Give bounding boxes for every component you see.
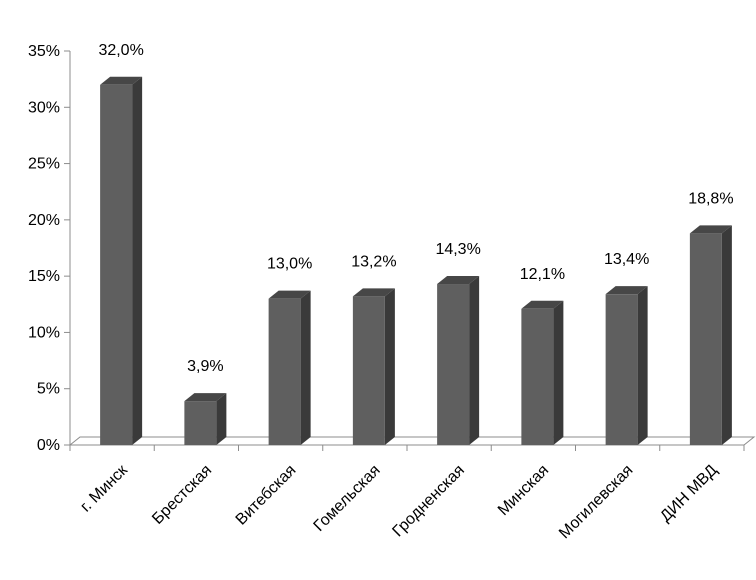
bar [184,393,227,445]
bar-front [352,296,385,445]
bar-front [521,308,554,445]
bar-top [689,225,732,234]
y-tick-label: 0% [37,437,60,454]
y-tick-label: 35% [28,43,60,60]
bar [268,290,311,445]
bar-side [637,286,648,445]
category-label: Брестская [149,462,215,528]
bar-front [100,84,133,446]
bar-front [689,233,722,445]
chart-floor [68,436,756,446]
bar-top [184,393,227,402]
data-label: 32,0% [98,42,143,59]
y-tick-label: 30% [28,99,60,116]
data-label: 18,8% [688,190,733,207]
y-axis-ticks: 0% 5% 10% 15% 20% 25% 30% 35% [28,43,70,454]
data-label: 14,3% [435,241,480,258]
bar-side [300,290,311,445]
y-tick-label: 5% [37,381,60,398]
bar [437,276,480,445]
bar [605,286,648,445]
bar-top [521,300,564,309]
axes [68,51,756,451]
bar-top [268,290,311,299]
data-label: 3,9% [187,358,223,375]
y-tick-label: 15% [28,268,60,285]
data-label: 13,0% [267,256,312,273]
bars [100,76,732,446]
bar-side [721,225,732,445]
bar-front [605,294,638,445]
y-tick-label: 20% [28,212,60,229]
bar [521,300,564,445]
category-label: Гродненская [389,462,468,541]
category-label: ДИН МВД [657,462,721,526]
category-label: Могилевская [556,462,636,542]
bar-top [605,286,648,295]
bar [352,288,395,445]
bar-side [132,76,143,446]
data-labels: 32,0% 3,9% 13,0% 13,2% 14,3% 12,1% 13,4% 18,8% [98,42,733,375]
category-labels: г. Минск Брестская Витебская Гомельская Грод… [77,461,721,542]
y-tick-label: 25% [28,156,60,173]
bar-side [216,393,227,445]
bar [689,225,732,445]
bar-front [437,284,470,445]
data-label: 13,2% [351,253,396,270]
category-label: Минская [495,462,552,519]
bar-top [352,288,395,297]
bar-side [469,276,480,445]
y-tick-label: 10% [28,324,60,341]
bar-top [437,276,480,285]
bar-front [268,298,301,445]
data-label: 12,1% [520,266,565,283]
category-label: Витебская [233,462,300,529]
category-label: г. Минск [77,461,131,515]
bar-side [384,288,395,445]
bar-front [184,401,217,445]
category-label: Гомельская [311,462,384,535]
bar-top [100,76,143,85]
bar [100,76,143,446]
bar-side [553,300,564,445]
data-label: 13,4% [604,251,649,268]
